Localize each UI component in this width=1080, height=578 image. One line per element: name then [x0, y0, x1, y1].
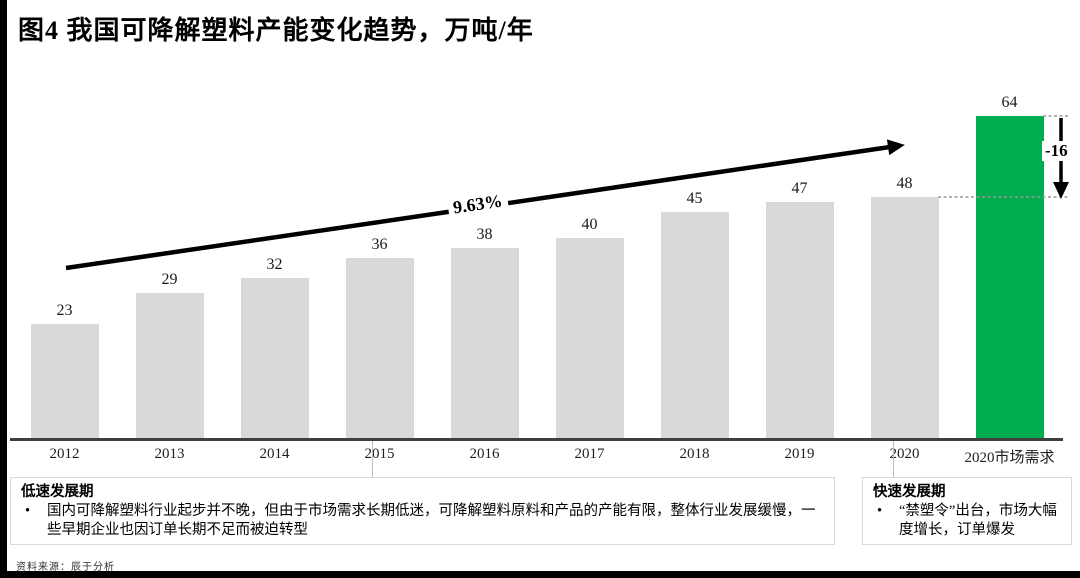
phase-fast-bullet: • “禁塑令”出台，市场大幅度增长，订单爆发 [873, 502, 1061, 541]
connector-line-right [893, 441, 894, 478]
x-tick-label: 2015 [364, 446, 395, 462]
bar-value-label: 40 [581, 215, 598, 233]
source-note: 资料来源：辰于分析 [16, 562, 115, 573]
bar-2019 [765, 202, 834, 440]
bar-value-label: 36 [371, 235, 388, 253]
bar-value-label: 64 [1001, 94, 1018, 111]
bar-2017 [555, 237, 624, 440]
connector-line-left [372, 441, 373, 478]
bar-2016 [450, 247, 519, 440]
x-tick-label: 2013 [154, 446, 185, 462]
gap-label: -16 [1042, 141, 1071, 161]
phase-box-fast: 快速发展期 • “禁塑令”出台，市场大幅度增长，订单爆发 [862, 477, 1072, 545]
bar-2014 [240, 278, 309, 440]
plot-area: 23 29 32 36 38 40 45 47 48 64 [12, 90, 1062, 440]
bar-value-label: 32 [266, 256, 283, 273]
bar-value-label: 29 [161, 271, 178, 289]
x-tick-label: 2016 [469, 446, 500, 462]
phase-slow-bullet: • 国内可降解塑料行业起步并不晚，但由于市场需求长期低迷，可降解塑料原料和产品的… [21, 502, 824, 541]
bar-value-label: 48 [896, 175, 913, 192]
bar-2020市场需求 [975, 116, 1044, 440]
phase-fast-title: 快速发展期 [873, 484, 946, 500]
bar-value-label: 45 [686, 190, 703, 208]
bar-value-label: 23 [56, 301, 73, 319]
x-tick-label: 2018 [679, 446, 710, 462]
bar-2013 [135, 293, 204, 440]
x-tick-label: 2020市场需求 [964, 450, 1055, 466]
bar-2020 [870, 197, 939, 440]
phase-slow-title: 低速发展期 [21, 484, 94, 500]
bar-2015 [345, 257, 414, 440]
x-axis-labels: 2012 2013 2014 2015 2016 2017 2018 2019 2020 2020… [12, 446, 1062, 467]
x-tick-label: 2012 [49, 446, 80, 462]
bar-2012 [30, 323, 99, 440]
x-tick-label: 2019 [784, 446, 815, 462]
bullet-marker: • [877, 503, 883, 520]
phase-box-slow: 低速发展期 • 国内可降解塑料行业起步并不晚，但由于市场需求长期低迷，可降解塑料… [10, 477, 835, 545]
chart-title: 图4 我国可降解塑料产能变化趋势，万吨/年 [18, 16, 534, 45]
phase-fast-bullet-text: “禁塑令”出台，市场大幅度增长，订单爆发 [899, 503, 1057, 539]
bar-value-label: 47 [791, 180, 808, 198]
x-tick-label: 2020 [889, 446, 920, 462]
x-axis-line [10, 438, 1063, 441]
bar-value-label: 38 [476, 225, 493, 243]
phase-slow-bullet-text: 国内可降解塑料行业起步并不晚，但由于市场需求长期低迷，可降解塑料原料和产品的产能… [47, 503, 816, 539]
left-edge-strip [0, 0, 7, 578]
bottom-edge-strip [0, 571, 1080, 578]
x-tick-label: 2017 [574, 446, 605, 462]
bar-2018 [660, 212, 729, 440]
x-tick-label: 2014 [259, 446, 290, 462]
bullet-marker: • [25, 503, 31, 520]
